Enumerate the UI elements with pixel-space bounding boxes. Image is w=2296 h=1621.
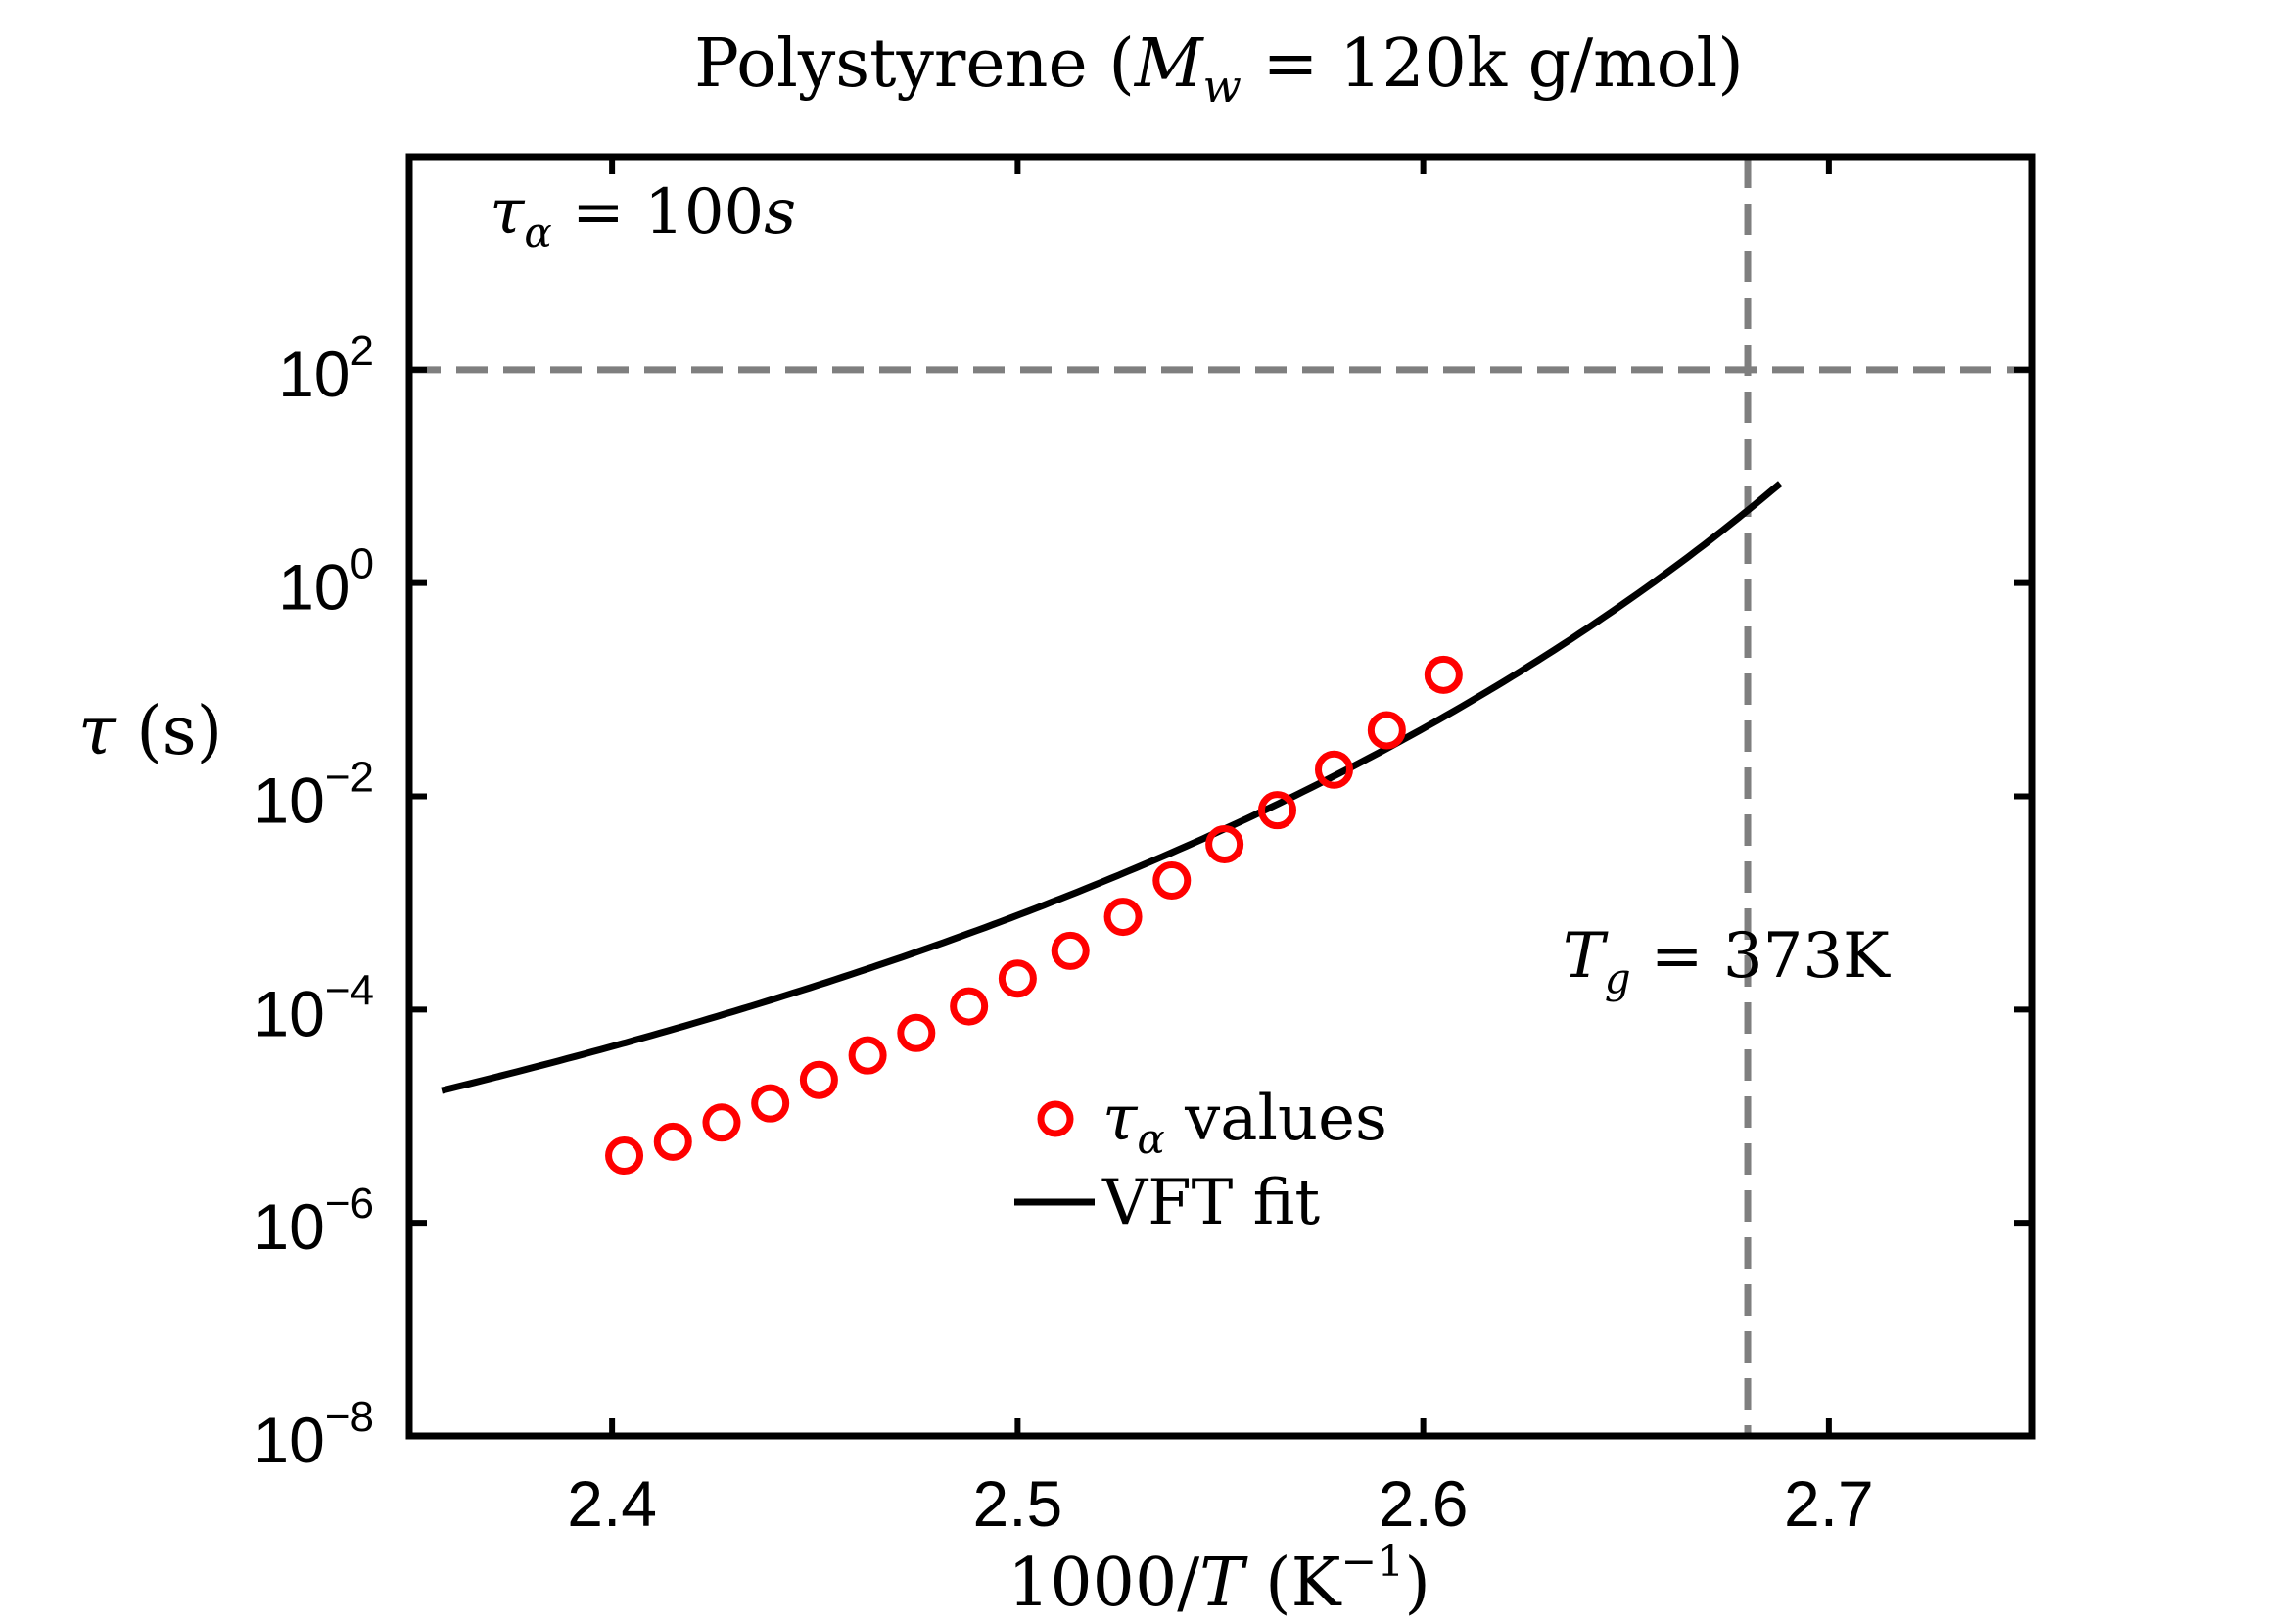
data-point-14	[1314, 750, 1353, 789]
data-point-10	[1103, 898, 1143, 937]
vft-fit-layer	[441, 481, 1783, 1094]
x-tick-label: 2.6	[1379, 1467, 1469, 1540]
y-tick-label: 10−4	[253, 966, 374, 1049]
data-point-0	[605, 1136, 644, 1176]
x-axis-label: 1000/T (K−1)	[1007, 1537, 1430, 1621]
vft-fit-line	[441, 481, 1783, 1094]
data-point-3	[751, 1084, 790, 1123]
ticks: 2.4 2.5 2.6 2.7 102 100 10−2 10−4 10−6 10−8	[253, 157, 2032, 1540]
tg-reference-label: Tg = 373K	[1563, 920, 1891, 1002]
data-point-6	[897, 1013, 936, 1052]
legend-label-vft-fit: VFT fit	[1101, 1167, 1320, 1239]
reference-lines	[409, 157, 2032, 1436]
data-point-7	[950, 987, 989, 1026]
y-tick-label: 102	[278, 327, 374, 410]
y-axis-label: τ (s)	[78, 693, 222, 770]
y-tick-label: 10−2	[253, 754, 374, 837]
data-point-15	[1367, 711, 1406, 750]
tau-alpha-reference-label: τα = 100s	[490, 176, 796, 256]
legend-marker-tau-values	[1037, 1100, 1074, 1137]
data-point-16	[1424, 655, 1463, 694]
data-point-12	[1205, 825, 1244, 864]
data-point-8	[998, 959, 1037, 998]
legend: τα values VFT fit	[1014, 1083, 1387, 1239]
data-point-13	[1257, 791, 1296, 830]
data-point-5	[848, 1036, 887, 1075]
x-tick-label: 2.5	[973, 1467, 1063, 1540]
x-tick-label: 2.7	[1784, 1467, 1874, 1540]
data-point-2	[702, 1103, 741, 1142]
chart-title: Polystyrene (Mw = 120k g/mol)	[694, 25, 1744, 113]
y-tick-label: 100	[278, 540, 374, 624]
data-point-9	[1051, 931, 1090, 970]
data-point-1	[653, 1122, 692, 1161]
data-point-4	[799, 1060, 838, 1099]
data-points-layer	[605, 655, 1463, 1176]
legend-label-tau-values: τα values	[1102, 1083, 1387, 1163]
y-tick-label: 10−8	[253, 1393, 374, 1476]
x-tick-label: 2.4	[567, 1467, 657, 1540]
y-tick-label: 10−6	[253, 1180, 374, 1263]
data-point-11	[1152, 861, 1192, 901]
